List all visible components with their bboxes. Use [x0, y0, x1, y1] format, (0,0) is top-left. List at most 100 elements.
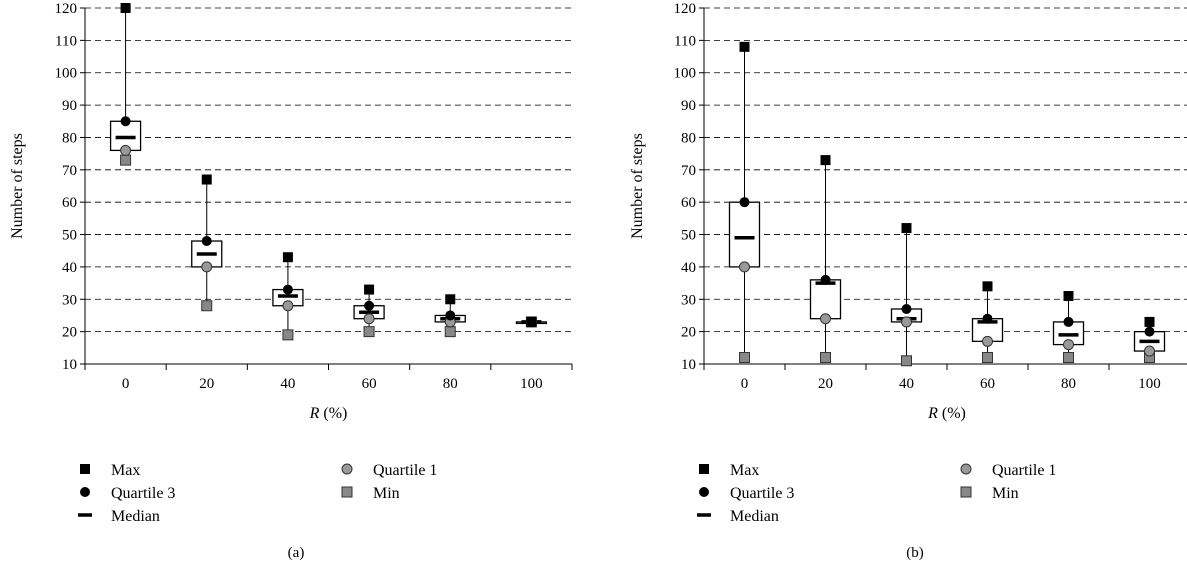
min-point — [1063, 352, 1074, 364]
min-point — [363, 326, 375, 338]
q3-point — [820, 274, 831, 285]
q1-point — [739, 261, 750, 273]
chart-panel-b: 10 20 30 40 50 60 70 80 90 100 110 120 0 20 40 60 80 100 N… — [629, 1, 1187, 561]
min-point — [120, 154, 132, 166]
box-60 — [353, 284, 385, 338]
max-point — [120, 3, 131, 13]
legend-item-min: Min — [341, 485, 400, 502]
q1-point — [982, 335, 993, 347]
max-point — [201, 174, 212, 185]
y-tick-label: 80 — [62, 130, 77, 146]
q1-point — [282, 300, 294, 312]
max-point — [901, 223, 912, 234]
legend-symbol — [960, 486, 972, 498]
chart-panel-a: 10 20 30 40 50 60 70 80 90 100 110 120 0 20 40 60 80 100 N… — [9, 1, 573, 561]
q3-point — [901, 303, 912, 314]
max-point — [282, 252, 293, 263]
legend-label: Max — [730, 462, 759, 479]
iqr-box — [809, 279, 842, 320]
x-axis-unit: (%) — [319, 405, 347, 422]
y-tick-label: 120 — [55, 1, 78, 17]
legend: Max Quartile 3 Median Quartile 1 Min — [78, 462, 437, 525]
q1-point — [1063, 339, 1074, 351]
q3-point — [120, 116, 131, 127]
max-point — [445, 294, 456, 305]
max-point — [739, 41, 750, 52]
x-tick-label: 20 — [199, 376, 214, 392]
box-100 — [1133, 316, 1166, 364]
legend: Max Quartile 3 Median Quartile 1 Min — [697, 462, 1056, 525]
box-40 — [272, 252, 304, 341]
q1-point — [201, 261, 213, 273]
y-tick-label: 100 — [55, 66, 78, 82]
y-tick-label: 30 — [681, 292, 696, 308]
box-0 — [728, 41, 761, 364]
x-tick-label: 60 — [362, 376, 377, 392]
legend-symbol — [341, 463, 353, 475]
legend-item-max: Max — [80, 462, 140, 479]
max-point — [820, 155, 831, 166]
legend-label: Quartile 3 — [111, 485, 175, 502]
box-80 — [434, 294, 466, 338]
q3-point — [1063, 316, 1074, 327]
q1-point — [363, 313, 375, 325]
y-tick-label: 20 — [62, 325, 77, 341]
min-point — [901, 355, 912, 367]
y-tick-label: 110 — [674, 33, 696, 49]
x-axis-label: R (%) — [927, 405, 966, 422]
x-tick-label: 20 — [818, 376, 833, 392]
legend-item-median: Median — [78, 508, 160, 525]
y-tick-label: 80 — [681, 130, 696, 146]
y-tick-label: 10 — [62, 357, 77, 373]
legend-symbol — [80, 464, 90, 474]
x-axis-unit: (%) — [938, 405, 966, 422]
legend-label: Max — [111, 462, 140, 479]
box-0 — [109, 3, 142, 166]
y-tick-label: 30 — [62, 292, 77, 308]
legend-symbol — [80, 487, 90, 497]
max-point — [982, 281, 993, 292]
x-tick-label: 100 — [1138, 376, 1161, 392]
legend-symbol — [960, 463, 972, 475]
q3-point — [445, 310, 456, 321]
y-tick-label: 90 — [62, 98, 77, 114]
legend-label: Median — [730, 508, 779, 525]
legend-symbol — [699, 487, 709, 497]
legend-item-q3: Quartile 3 — [699, 485, 794, 502]
box-40 — [890, 223, 923, 367]
min-point — [201, 300, 213, 312]
min-point — [820, 352, 831, 364]
y-tick-label: 70 — [62, 163, 77, 179]
panel-caption: (b) — [906, 545, 924, 561]
y-tick-label: 50 — [62, 228, 77, 244]
q1-point — [820, 313, 831, 325]
q3-point — [282, 284, 293, 295]
box-20 — [809, 155, 842, 364]
box-100 — [515, 316, 548, 328]
q3-point — [982, 313, 993, 324]
box-20 — [191, 174, 223, 312]
y-tick-label: 60 — [681, 195, 696, 211]
x-axis-var: R — [309, 405, 320, 422]
max-point — [1063, 291, 1074, 302]
min-point — [444, 326, 456, 338]
legend-item-q1: Quartile 1 — [960, 462, 1056, 479]
x-axis-var: R — [927, 405, 938, 422]
legend-item-max: Max — [699, 462, 759, 479]
box-60 — [971, 281, 1004, 364]
y-tick-label: 60 — [62, 195, 77, 211]
legend-label: Min — [373, 485, 400, 502]
y-tick-label: 10 — [681, 357, 696, 373]
y-axis-label: Number of steps — [629, 133, 646, 239]
x-tick-label: 0 — [741, 376, 749, 392]
y-tick-label: 100 — [674, 66, 697, 82]
legend-symbol — [699, 464, 709, 474]
iqr-box — [728, 201, 761, 268]
y-tick-label: 40 — [681, 260, 696, 276]
legend-label: Median — [111, 508, 160, 525]
legend-label: Quartile 1 — [373, 462, 437, 479]
legend-item-median: Median — [697, 508, 779, 525]
min-point — [739, 352, 750, 364]
y-tick-label: 110 — [55, 33, 77, 49]
